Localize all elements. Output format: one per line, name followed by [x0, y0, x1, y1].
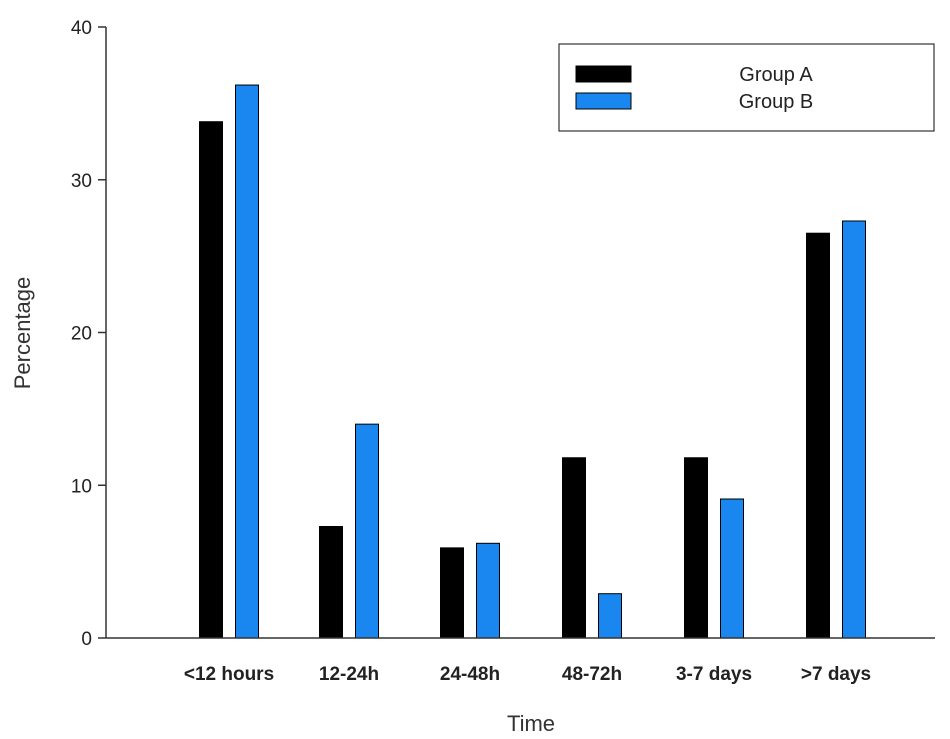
bar-group-b: [720, 498, 744, 639]
bar-group-b: [355, 423, 379, 639]
x-tick-label: >7 days: [801, 664, 871, 685]
y-tick-label: 40: [71, 18, 92, 39]
x-axis-ticks: <12 hours 12-24h 24-48h 48-72h 3-7 days >7 da…: [184, 664, 871, 685]
y-tick-label: 0: [81, 629, 92, 650]
bar-group-b: [235, 84, 259, 639]
bar-group-a: [562, 457, 586, 639]
legend: Group A Group B: [558, 43, 935, 132]
y-tick-label: 20: [71, 324, 92, 345]
bar-group-b: [842, 220, 866, 639]
legend-swatch-group-b: [575, 92, 632, 110]
bars-layer: [199, 84, 866, 639]
y-tick-label: 10: [71, 476, 92, 497]
bar-group-b: [476, 542, 500, 639]
legend-label-group-a: Group A: [739, 64, 813, 86]
x-tick-label: 12-24h: [319, 664, 379, 685]
bar-group-a: [199, 121, 223, 639]
x-tick-label: 3-7 days: [676, 664, 752, 685]
x-tick-label: <12 hours: [184, 664, 274, 685]
legend-label-group-b: Group B: [739, 91, 813, 113]
y-axis-ticks: 0 10 20 30 40: [71, 18, 106, 650]
x-axis-title: Time: [507, 711, 555, 736]
bar-group-a: [684, 457, 708, 639]
x-tick-label: 48-72h: [562, 664, 622, 685]
bar-group-a: [440, 547, 464, 639]
bar-group-a: [319, 525, 343, 639]
bar-group-b: [598, 593, 622, 639]
legend-box: [558, 43, 935, 132]
bar-group-a: [806, 232, 830, 639]
y-axis-title: Percentage: [10, 277, 35, 390]
legend-swatch-group-a: [575, 65, 632, 83]
y-tick-label: 30: [71, 171, 92, 192]
x-tick-label: 24-48h: [440, 664, 500, 685]
